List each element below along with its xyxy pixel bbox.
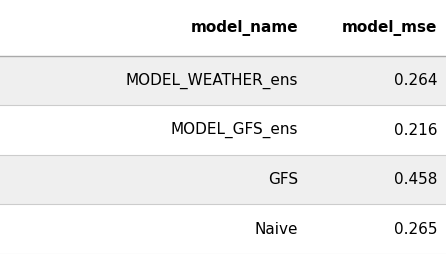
Text: model_mse: model_mse <box>342 20 437 36</box>
Text: 0.458: 0.458 <box>394 172 437 187</box>
Bar <box>0 0 446 56</box>
Text: 0.264: 0.264 <box>393 73 437 88</box>
Text: GFS: GFS <box>268 172 298 187</box>
Text: model_name: model_name <box>191 20 298 36</box>
Text: Naive: Naive <box>255 222 298 237</box>
Bar <box>0 204 446 254</box>
Text: 0.216: 0.216 <box>393 123 437 138</box>
Bar <box>0 155 446 204</box>
Text: 0.265: 0.265 <box>393 222 437 237</box>
Text: MODEL_WEATHER_ens: MODEL_WEATHER_ens <box>126 73 298 89</box>
Bar <box>0 56 446 105</box>
Text: MODEL_GFS_ens: MODEL_GFS_ens <box>171 122 298 138</box>
Bar <box>0 105 446 155</box>
